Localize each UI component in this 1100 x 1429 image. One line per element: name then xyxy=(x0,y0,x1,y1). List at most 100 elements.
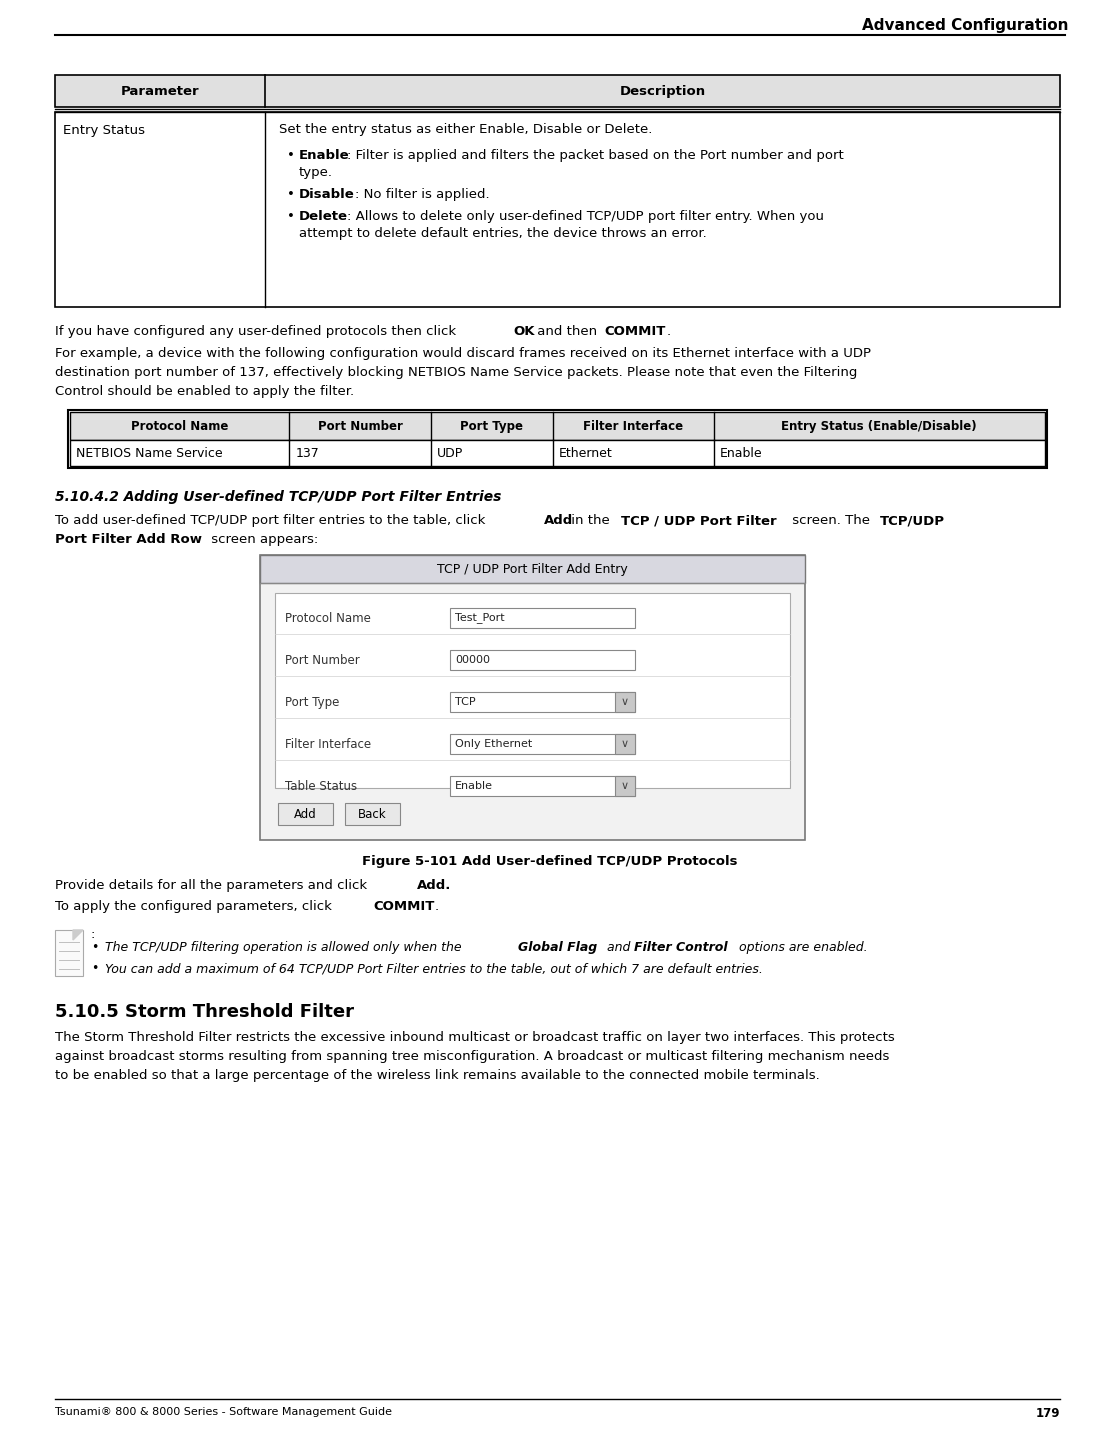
Bar xyxy=(68,410,1047,469)
Text: Filter Interface: Filter Interface xyxy=(285,737,371,750)
Text: 5.10.4.2 Adding User-defined TCP/UDP Port Filter Entries: 5.10.4.2 Adding User-defined TCP/UDP Por… xyxy=(55,490,502,504)
Text: Figure 5-101 Add User-defined TCP/UDP Protocols: Figure 5-101 Add User-defined TCP/UDP Pr… xyxy=(362,855,738,867)
Text: : Allows to delete only user-defined TCP/UDP port filter entry. When you: : Allows to delete only user-defined TCP… xyxy=(346,210,824,223)
Text: Advanced Configuration: Advanced Configuration xyxy=(861,19,1068,33)
Text: Port Number: Port Number xyxy=(318,420,403,433)
Text: ∨: ∨ xyxy=(620,697,629,707)
Text: Entry Status: Entry Status xyxy=(63,124,145,137)
Bar xyxy=(615,735,635,755)
Text: Filter Interface: Filter Interface xyxy=(583,420,683,433)
Text: Delete: Delete xyxy=(299,210,348,223)
Bar xyxy=(275,593,790,787)
Text: Description: Description xyxy=(619,84,705,97)
Polygon shape xyxy=(73,930,82,940)
Text: COMMIT: COMMIT xyxy=(604,324,666,339)
Text: NETBIOS Name Service: NETBIOS Name Service xyxy=(76,446,222,460)
Text: TCP: TCP xyxy=(455,697,475,707)
Text: and: and xyxy=(603,942,635,955)
Text: •: • xyxy=(287,149,295,161)
Text: Add: Add xyxy=(294,807,317,820)
Text: Global Flag: Global Flag xyxy=(518,942,597,955)
Text: Entry Status (Enable/Disable): Entry Status (Enable/Disable) xyxy=(781,420,977,433)
Text: Filter Control: Filter Control xyxy=(634,942,727,955)
Bar xyxy=(55,111,1060,307)
Text: and then: and then xyxy=(534,324,602,339)
Text: destination port number of 137, effectively blocking NETBIOS Name Service packet: destination port number of 137, effectiv… xyxy=(55,366,857,379)
Text: Back: Back xyxy=(359,807,387,820)
Bar xyxy=(70,412,1045,440)
Text: Set the entry status as either Enable, Disable or Delete.: Set the entry status as either Enable, D… xyxy=(279,123,652,136)
Bar xyxy=(278,803,333,825)
Text: The TCP/UDP filtering operation is allowed only when the: The TCP/UDP filtering operation is allow… xyxy=(104,942,465,955)
Text: To apply the configured parameters, click: To apply the configured parameters, clic… xyxy=(55,900,337,913)
Text: Enable: Enable xyxy=(719,446,762,460)
Text: •: • xyxy=(287,210,295,223)
Text: OK: OK xyxy=(513,324,535,339)
Text: TCP / UDP Port Filter Add Entry: TCP / UDP Port Filter Add Entry xyxy=(437,563,628,576)
Text: to be enabled so that a large percentage of the wireless link remains available : to be enabled so that a large percentage… xyxy=(55,1069,820,1082)
Text: Parameter: Parameter xyxy=(121,84,199,97)
Text: TCP/UDP: TCP/UDP xyxy=(880,514,945,527)
Text: .: . xyxy=(667,324,671,339)
Text: options are enabled.: options are enabled. xyxy=(735,942,868,955)
Text: Only Ethernet: Only Ethernet xyxy=(455,739,532,749)
Bar xyxy=(345,803,400,825)
Text: 5.10.5 Storm Threshold Filter: 5.10.5 Storm Threshold Filter xyxy=(55,1003,354,1020)
Bar xyxy=(450,776,635,796)
Text: If you have configured any user-defined protocols then click: If you have configured any user-defined … xyxy=(55,324,461,339)
Bar xyxy=(615,692,635,712)
Text: in the: in the xyxy=(566,514,614,527)
Text: type.: type. xyxy=(299,166,333,179)
Bar xyxy=(450,692,635,712)
Text: For example, a device with the following configuration would discard frames rece: For example, a device with the following… xyxy=(55,347,871,360)
Text: 179: 179 xyxy=(1035,1408,1060,1420)
Text: •: • xyxy=(287,189,295,201)
Bar xyxy=(260,554,805,840)
Bar xyxy=(450,735,635,755)
Text: : Filter is applied and filters the packet based on the Port number and port: : Filter is applied and filters the pack… xyxy=(346,149,844,161)
Text: screen. The: screen. The xyxy=(788,514,875,527)
Text: Protocol Name: Protocol Name xyxy=(131,420,229,433)
Text: The Storm Threshold Filter restricts the excessive inbound multicast or broadcas: The Storm Threshold Filter restricts the… xyxy=(55,1030,894,1045)
Text: Enable: Enable xyxy=(455,782,493,792)
Text: Tsunami® 800 & 8000 Series - Software Management Guide: Tsunami® 800 & 8000 Series - Software Ma… xyxy=(55,1408,392,1418)
Text: You can add a maximum of 64 TCP/UDP Port Filter entries to the table, out of whi: You can add a maximum of 64 TCP/UDP Port… xyxy=(104,962,763,975)
Bar xyxy=(615,776,635,796)
Text: Table Status: Table Status xyxy=(285,779,358,793)
Text: ∨: ∨ xyxy=(620,739,629,749)
Text: COMMIT: COMMIT xyxy=(373,900,434,913)
Text: Test_Port: Test_Port xyxy=(455,613,505,623)
Text: attempt to delete default entries, the device throws an error.: attempt to delete default entries, the d… xyxy=(299,227,706,240)
Text: :: : xyxy=(91,927,96,942)
Text: Protocol Name: Protocol Name xyxy=(285,612,371,624)
Bar xyxy=(450,650,635,670)
Text: : No filter is applied.: : No filter is applied. xyxy=(355,189,490,201)
Text: UDP: UDP xyxy=(437,446,463,460)
Bar xyxy=(260,554,805,583)
Text: •: • xyxy=(91,942,98,955)
Text: Port Type: Port Type xyxy=(285,696,340,709)
Text: Add.: Add. xyxy=(417,879,451,892)
Text: Disable: Disable xyxy=(299,189,354,201)
Text: Provide details for all the parameters and click: Provide details for all the parameters a… xyxy=(55,879,372,892)
Text: .: . xyxy=(434,900,439,913)
Text: Ethernet: Ethernet xyxy=(559,446,613,460)
Text: against broadcast storms resulting from spanning tree misconfiguration. A broadc: against broadcast storms resulting from … xyxy=(55,1050,890,1063)
Text: screen appears:: screen appears: xyxy=(207,533,318,546)
Text: 137: 137 xyxy=(296,446,319,460)
Text: Enable: Enable xyxy=(299,149,350,161)
Text: ∨: ∨ xyxy=(620,782,629,792)
Bar xyxy=(70,440,1045,466)
Text: Port Number: Port Number xyxy=(285,653,360,666)
Text: Port Type: Port Type xyxy=(460,420,524,433)
Text: Control should be enabled to apply the filter.: Control should be enabled to apply the f… xyxy=(55,384,354,399)
Bar xyxy=(450,607,635,627)
Text: TCP / UDP Port Filter: TCP / UDP Port Filter xyxy=(621,514,777,527)
Bar xyxy=(55,74,1060,107)
Text: Add: Add xyxy=(544,514,573,527)
Text: Port Filter Add Row: Port Filter Add Row xyxy=(55,533,202,546)
Text: •: • xyxy=(91,962,98,975)
Text: 00000: 00000 xyxy=(455,654,490,664)
Bar xyxy=(55,930,82,976)
Text: To add user-defined TCP/UDP port filter entries to the table, click: To add user-defined TCP/UDP port filter … xyxy=(55,514,490,527)
